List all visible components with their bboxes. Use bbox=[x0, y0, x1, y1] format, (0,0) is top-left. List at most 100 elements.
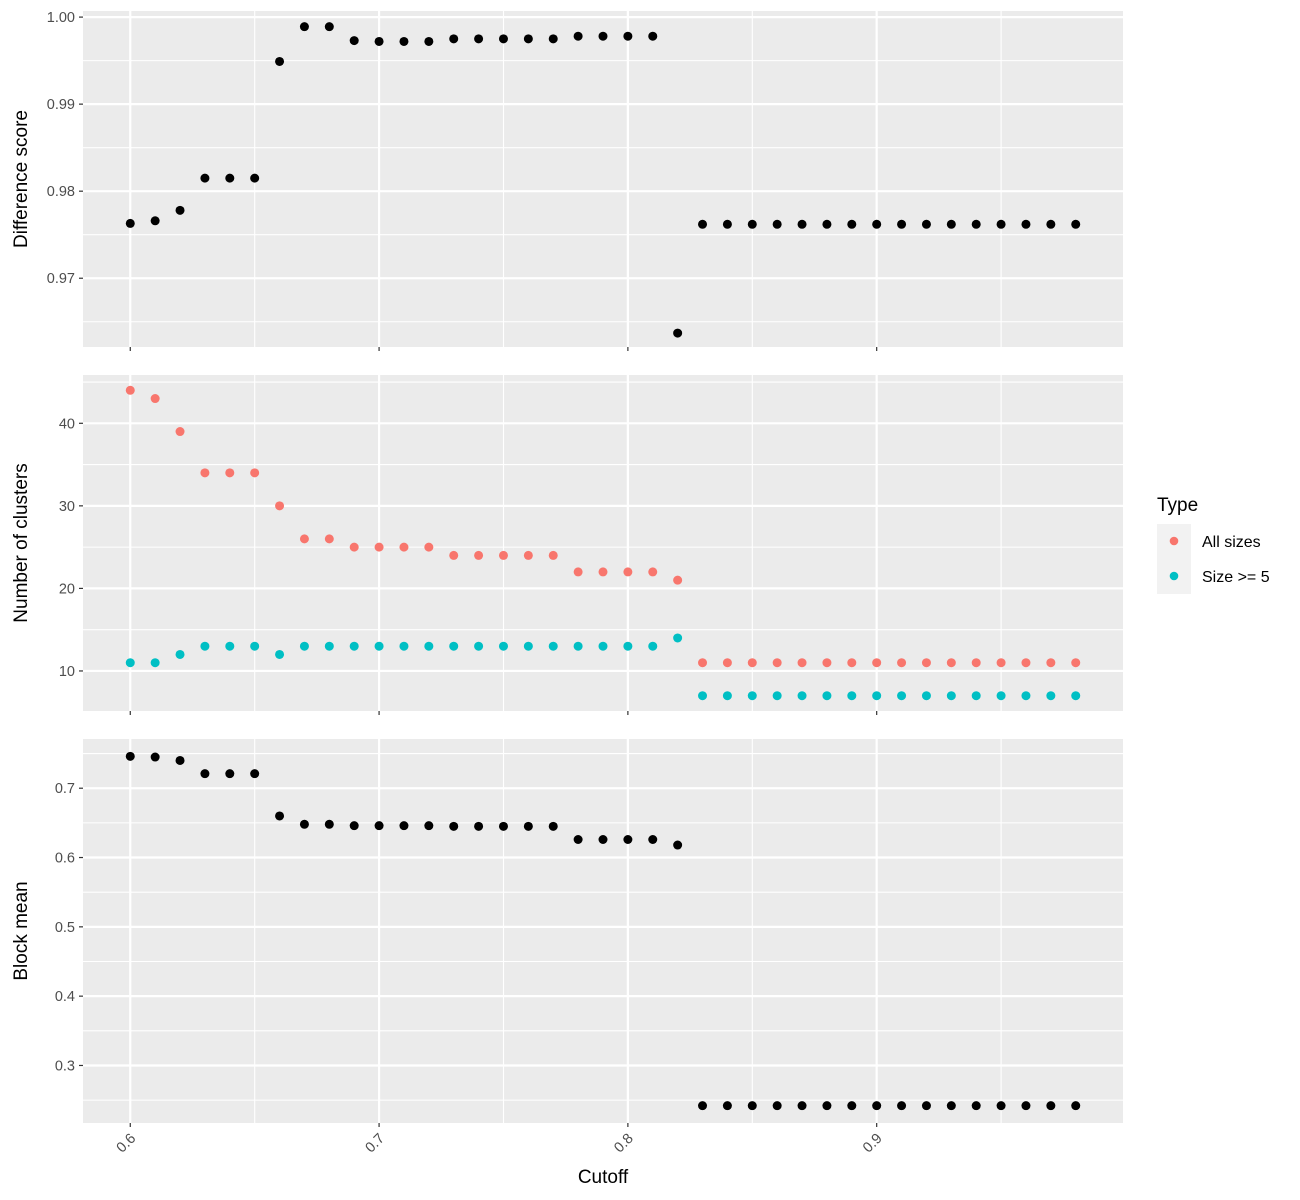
data-point bbox=[1071, 219, 1081, 229]
data-point bbox=[200, 468, 210, 478]
panel-background bbox=[83, 739, 1123, 1123]
data-point bbox=[125, 385, 135, 395]
data-point bbox=[474, 550, 484, 560]
x-tick-label: 0.7 bbox=[362, 1131, 388, 1157]
data-point bbox=[275, 811, 285, 821]
data-point bbox=[822, 658, 832, 668]
data-point bbox=[797, 658, 807, 668]
data-point bbox=[996, 691, 1006, 701]
data-point bbox=[598, 31, 608, 41]
panel-1: 0.97 0.98 0.99 1.00 Difference score bbox=[11, 10, 1123, 351]
data-point bbox=[772, 691, 782, 701]
series-1 bbox=[125, 22, 1081, 338]
data-point bbox=[250, 641, 260, 651]
data-point bbox=[921, 1101, 931, 1111]
data-point bbox=[921, 691, 931, 701]
data-point bbox=[747, 219, 757, 229]
data-point bbox=[150, 394, 160, 404]
data-point bbox=[374, 821, 384, 831]
y-tick-label: 0.4 bbox=[55, 989, 75, 1005]
data-point bbox=[797, 219, 807, 229]
y-tick-label: 0.7 bbox=[55, 781, 75, 797]
panel-2: 10 20 30 40 Number of clusters bbox=[11, 375, 1123, 715]
data-point bbox=[474, 34, 484, 44]
data-point bbox=[698, 691, 708, 701]
data-point bbox=[498, 821, 508, 831]
data-point bbox=[523, 641, 533, 651]
data-point bbox=[349, 542, 359, 552]
data-point bbox=[424, 36, 434, 46]
data-point bbox=[598, 835, 608, 845]
data-point bbox=[374, 542, 384, 552]
data-point bbox=[250, 769, 260, 779]
data-point bbox=[399, 542, 409, 552]
data-point bbox=[722, 219, 732, 229]
data-point bbox=[498, 34, 508, 44]
data-point bbox=[150, 752, 160, 762]
x-tick-label: 0.8 bbox=[611, 1131, 637, 1157]
data-point bbox=[225, 641, 235, 651]
y-axis-title: Difference score bbox=[11, 110, 32, 248]
data-point bbox=[872, 1101, 882, 1111]
data-point bbox=[946, 219, 956, 229]
data-point bbox=[374, 641, 384, 651]
y-axis-title: Number of clusters bbox=[11, 463, 32, 622]
legend-key-size-ge-5 bbox=[1169, 571, 1179, 581]
panel-background bbox=[83, 375, 1123, 711]
data-point bbox=[250, 468, 260, 478]
y-tick-label: 0.5 bbox=[55, 920, 75, 936]
data-point bbox=[275, 649, 285, 659]
data-point bbox=[673, 328, 683, 338]
data-point bbox=[275, 56, 285, 66]
data-point bbox=[623, 835, 633, 845]
series-all-sizes bbox=[125, 385, 1081, 668]
data-point bbox=[847, 219, 857, 229]
data-point bbox=[225, 769, 235, 779]
data-point bbox=[299, 641, 309, 651]
data-point bbox=[996, 1101, 1006, 1111]
data-point bbox=[797, 1101, 807, 1111]
legend-title: Type bbox=[1157, 495, 1198, 516]
y-tick-label: 1.00 bbox=[47, 10, 75, 26]
data-point bbox=[897, 658, 907, 668]
data-point bbox=[523, 821, 533, 831]
data-point bbox=[722, 658, 732, 668]
data-point bbox=[623, 641, 633, 651]
data-point bbox=[648, 641, 658, 651]
legend-label-all-sizes: All sizes bbox=[1202, 534, 1261, 551]
data-point bbox=[225, 173, 235, 183]
facet-panels: 0.97 0.98 0.99 1.00 Difference score 10 20 30 40… bbox=[11, 10, 1123, 1156]
data-point bbox=[772, 1101, 782, 1111]
data-point bbox=[996, 658, 1006, 668]
data-point bbox=[299, 22, 309, 32]
data-point bbox=[1046, 691, 1056, 701]
data-point bbox=[747, 658, 757, 668]
data-point bbox=[1046, 658, 1056, 668]
y-tick-label: 0.6 bbox=[55, 851, 75, 867]
data-point bbox=[598, 567, 608, 577]
data-point bbox=[971, 658, 981, 668]
data-point bbox=[897, 1101, 907, 1111]
data-point bbox=[623, 567, 633, 577]
data-point bbox=[548, 550, 558, 560]
data-point bbox=[150, 658, 160, 668]
data-point bbox=[250, 173, 260, 183]
data-point bbox=[946, 1101, 956, 1111]
panel-background bbox=[83, 11, 1123, 347]
data-point bbox=[698, 1101, 708, 1111]
data-point bbox=[449, 34, 459, 44]
data-point bbox=[200, 641, 210, 651]
data-point bbox=[523, 550, 533, 560]
data-point bbox=[399, 821, 409, 831]
data-point bbox=[474, 821, 484, 831]
data-point bbox=[673, 575, 683, 585]
data-point bbox=[822, 1101, 832, 1111]
data-point bbox=[225, 468, 235, 478]
data-point bbox=[698, 219, 708, 229]
data-point bbox=[573, 641, 583, 651]
legend-label-size-ge-5: Size >= 5 bbox=[1202, 569, 1270, 586]
legend-key-all-sizes bbox=[1169, 536, 1179, 546]
y-axis-title: Block mean bbox=[11, 881, 32, 980]
y-tick-label: 20 bbox=[59, 581, 75, 597]
